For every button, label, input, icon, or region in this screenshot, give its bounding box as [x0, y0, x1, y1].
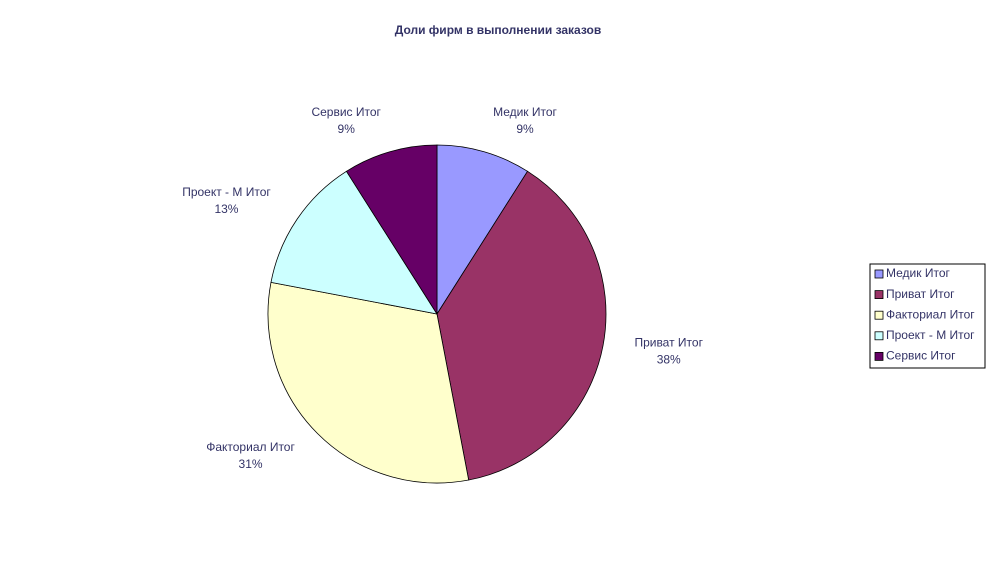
data-label: Сервис Итог 9%	[311, 105, 381, 136]
pie-slice	[270, 170, 438, 315]
legend-label: Приват Итог	[886, 287, 955, 301]
data-label-value: 9%	[516, 122, 534, 136]
data-label: Факториал Итог 31%	[206, 440, 295, 471]
data-label-value: 31%	[239, 457, 263, 471]
pie-slice	[436, 170, 607, 481]
legend-swatch	[874, 290, 884, 300]
data-label-name: Факториал Итог	[206, 440, 295, 454]
legend-swatch	[874, 331, 884, 341]
data-label-name: Приват Итог	[634, 336, 703, 350]
chart-title: Доли фирм в выполнении заказов	[395, 23, 602, 37]
data-label: Проект - М Итог 13%	[182, 185, 271, 216]
data-label: Приват Итог 38%	[634, 336, 703, 367]
pie-slice	[436, 144, 529, 316]
legend-box	[869, 263, 986, 369]
legend-swatch	[874, 269, 884, 279]
pie-slice	[267, 281, 470, 484]
legend-label: Проект - М Итог	[886, 328, 975, 342]
legend-swatch	[874, 310, 884, 320]
pie-slice	[345, 144, 438, 316]
legend-swatch	[874, 351, 884, 361]
legend-label: Медик Итог	[886, 266, 950, 280]
data-label-name: Медик Итог	[493, 105, 557, 119]
data-label-value: 38%	[657, 353, 681, 367]
legend-label: Факториал Итог	[886, 307, 975, 321]
data-label-value: 13%	[214, 202, 238, 216]
data-label: Медик Итог 9%	[493, 105, 557, 136]
data-label-name: Сервис Итог	[311, 105, 381, 119]
data-label-name: Проект - М Итог	[182, 185, 271, 199]
legend-label: Сервис Итог	[886, 349, 956, 363]
data-label-value: 9%	[338, 122, 356, 136]
